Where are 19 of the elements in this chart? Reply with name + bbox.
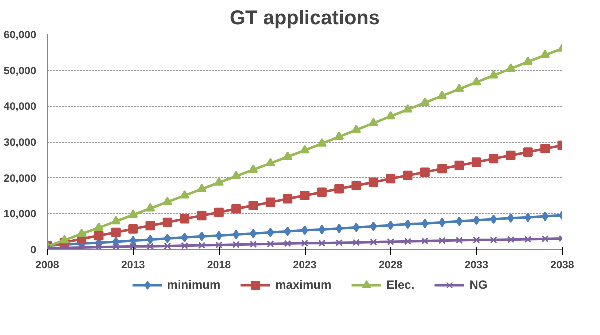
x-tick-label: 2008 bbox=[36, 260, 60, 272]
chart-title: GT applications bbox=[230, 8, 380, 30]
y-tick-label: 20,000 bbox=[4, 172, 37, 185]
x-tick-label: 2033 bbox=[464, 260, 489, 272]
y-tick-label: 10,000 bbox=[4, 208, 37, 221]
legend-label: maximum bbox=[276, 278, 332, 292]
x-tick-label: 2023 bbox=[293, 260, 317, 272]
x-tick-label: 2028 bbox=[378, 260, 403, 272]
legend-label: NG bbox=[470, 278, 489, 292]
y-tick-label: 60,000 bbox=[4, 30, 37, 42]
legend-label: Elec. bbox=[386, 278, 415, 292]
legend-label: minimum bbox=[167, 278, 221, 292]
x-tick-label: 2013 bbox=[121, 260, 146, 272]
x-tick-label: 2038 bbox=[550, 260, 574, 272]
y-tick-label: 40,000 bbox=[4, 101, 37, 114]
y-tick-label: 50,000 bbox=[4, 65, 37, 78]
y-tick-label: 30,000 bbox=[4, 137, 37, 149]
y-tick-label: 0 bbox=[30, 244, 37, 256]
x-tick-label: 2018 bbox=[207, 260, 232, 272]
